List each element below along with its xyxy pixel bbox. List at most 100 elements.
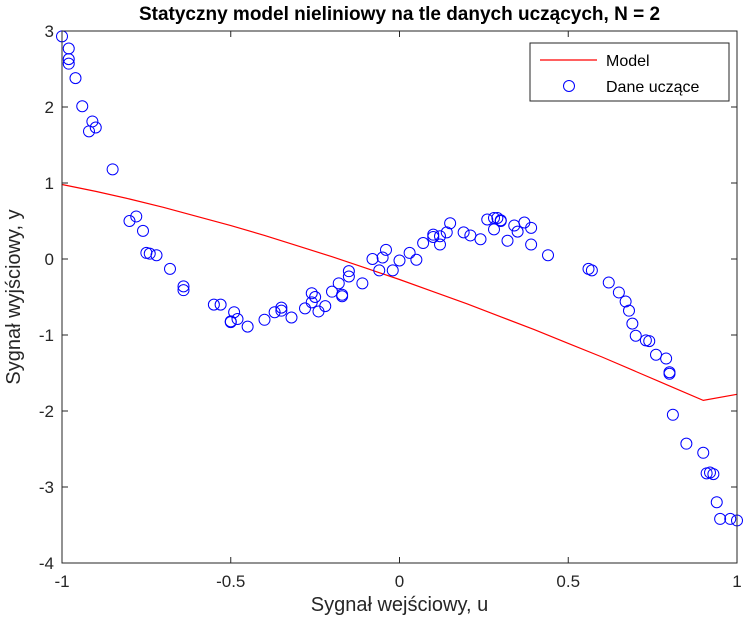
x-tick-label: -0.5 [216,572,245,591]
data-point [150,249,163,262]
data-point [309,291,322,303]
data-point [336,290,349,303]
y-tick-label: 0 [45,250,54,269]
data-point [86,115,99,128]
legend-box [529,42,730,102]
data-point [275,301,288,314]
data-point [207,298,220,311]
data-point [241,320,254,333]
data-point [629,329,642,342]
model-line [61,183,738,402]
data-point [707,468,720,481]
data-point [666,408,679,421]
data-point [164,262,176,275]
legend-data-marker-sample [563,80,575,92]
y-tick-label: 3 [45,22,54,41]
data-point [231,313,244,326]
data-point [177,284,190,297]
data-point [525,221,538,234]
x-tick-label: -1 [54,572,69,591]
y-tick-label: -4 [39,554,54,573]
data-point [386,264,399,277]
data-point [488,211,500,224]
data-point [106,163,119,176]
data-point [62,53,75,66]
data-point [214,298,227,311]
data-point [403,246,416,259]
data-point [268,306,281,319]
data-point [585,264,598,277]
data-point [177,280,190,293]
data-point [663,367,676,380]
data-point [143,247,156,260]
data-point [491,211,504,224]
data-point [444,217,457,230]
data-point [697,446,710,459]
x-tick-label: 0 [395,572,404,591]
data-point [626,317,639,330]
y-tick-label: -1 [39,326,54,345]
data-point [366,253,379,265]
data-point [494,214,507,227]
data-point [332,277,345,290]
data-point [457,226,470,239]
data-point [724,512,737,525]
data-point [525,238,538,251]
data-point [373,264,386,277]
data-point [130,210,143,223]
data-point [299,302,311,315]
data-point [123,215,136,227]
data-point [542,249,554,262]
data-point [319,300,332,313]
y-tick-label: -2 [39,402,54,421]
data-point [434,230,446,243]
x-tick-label: 0.5 [556,572,580,591]
data-point [275,304,288,317]
data-point [342,270,355,283]
data-point [76,100,89,113]
chart-title: Statyczny model nieliniowy na tle danych… [139,4,660,25]
data-point [380,243,392,256]
legend-label-model: Model [606,53,650,70]
data-layer [56,30,743,527]
data-point [612,286,625,299]
data-point [714,512,727,525]
data-point [376,251,389,264]
data-point [258,313,271,326]
plot-area [62,31,737,563]
x-axis-label: Sygnał wejściowy, u [311,594,488,616]
data-point [481,213,494,226]
data-point [501,234,514,247]
data-point [410,253,423,266]
data-point [427,228,440,241]
data-point [356,277,369,290]
data-point [434,238,446,251]
ticks-layer: -1 -0.5 0 0.5 1 -4 -3 -2 -1 0 1 2 3 [39,22,742,591]
y-axis-label: Sygnał wyjściowy, y [3,209,25,384]
data-point [342,265,355,278]
data-point [680,437,693,450]
data-point [89,121,102,134]
data-point [417,237,430,250]
y-tick-label: 2 [45,98,54,117]
data-point [710,496,723,509]
data-point [623,304,635,317]
y-tick-label: -3 [39,478,54,497]
data-point [602,276,615,289]
data-point [619,295,632,308]
x-tick-label: 1 [732,572,741,591]
data-point [62,57,75,70]
data-point [305,287,318,300]
data-point [474,233,487,246]
data-point [511,225,524,238]
data-point [137,224,149,237]
data-point [69,72,82,85]
data-point [643,335,656,348]
data-point [285,311,298,324]
data-point [393,254,406,267]
data-point [440,226,453,239]
y-tick-label: 1 [45,174,54,193]
legend-label-data: Dane uczące [606,79,699,96]
